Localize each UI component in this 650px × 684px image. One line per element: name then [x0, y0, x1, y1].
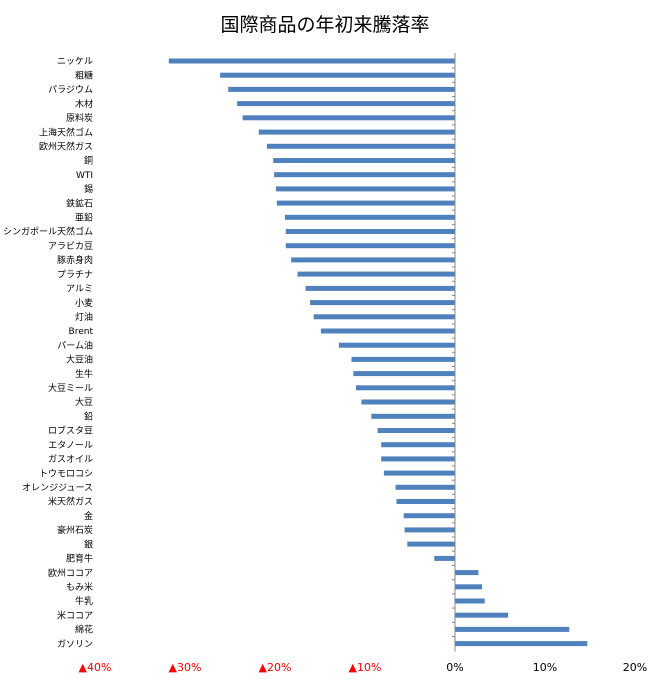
bar-1	[220, 72, 455, 78]
category-label-0: ニッケル	[57, 56, 93, 67]
category-label-38: 牛乳	[75, 595, 93, 607]
bar-11	[284, 214, 455, 220]
category-label-4: 原料炭	[66, 112, 93, 124]
category-label-17: 小麦	[75, 297, 93, 309]
bar-19	[320, 328, 455, 334]
bar-37	[455, 584, 482, 590]
category-label-36: 欧州ココア	[48, 567, 93, 579]
bar-23	[356, 385, 455, 391]
category-label-8: WTI	[76, 171, 93, 181]
bar-24	[361, 399, 455, 405]
category-label-20: パーム油	[57, 339, 93, 351]
category-label-23: 大豆ミール	[48, 382, 93, 394]
bar-9	[275, 186, 455, 192]
bar-28	[381, 456, 455, 462]
category-label-16: アルミ	[66, 285, 93, 295]
category-label-39: 米ココア	[57, 609, 93, 621]
category-label-30: オレンジジュース	[22, 483, 93, 494]
bar-36	[455, 570, 479, 576]
category-label-35: 肥育牛	[66, 553, 93, 565]
bar-27	[381, 442, 455, 448]
category-label-10: 鉄鉱石	[66, 197, 93, 209]
category-label-25: 鉛	[84, 410, 93, 422]
bar-10	[276, 200, 455, 206]
category-label-18: 灯油	[75, 311, 93, 323]
category-label-12: シンガポール天然ゴム	[3, 226, 93, 238]
category-label-40: 綿花	[75, 624, 93, 636]
x-tick-label-1: ▲30%	[169, 661, 202, 674]
bar-39	[455, 612, 509, 618]
bar-14	[291, 257, 455, 263]
bar-6	[266, 143, 455, 149]
category-label-14: 豚赤身肉	[57, 254, 93, 266]
category-label-21: 大豆油	[66, 354, 93, 366]
bar-20	[338, 342, 455, 348]
bars-group	[168, 58, 588, 647]
bar-31	[396, 499, 455, 504]
category-label-29: トウモロコシ	[39, 468, 93, 479]
bar-12	[285, 229, 455, 234]
bar-30	[395, 484, 455, 490]
category-label-28: ガスオイル	[48, 454, 93, 465]
bar-35	[434, 555, 455, 561]
category-label-19: Brent	[69, 327, 94, 337]
bar-29	[383, 470, 455, 476]
bar-4	[242, 115, 455, 121]
category-label-7: 銅	[84, 155, 93, 167]
bar-3	[237, 101, 455, 107]
bar-41	[455, 641, 588, 647]
bar-0	[168, 58, 456, 64]
x-tick-label-4: 0%	[446, 661, 463, 674]
bar-34	[407, 541, 455, 547]
bar-40	[455, 626, 570, 632]
bar-2	[228, 86, 455, 92]
category-label-15: プラチナ	[57, 269, 93, 280]
bar-21	[351, 356, 455, 362]
bar-15	[297, 271, 455, 277]
category-label-34: 銀	[84, 538, 93, 550]
bar-26	[377, 428, 455, 433]
bar-16	[305, 285, 455, 291]
category-label-1: 粗糖	[75, 69, 93, 81]
category-label-6: 欧州天然ガス	[39, 141, 93, 153]
category-label-26: ロブスタ豆	[48, 425, 93, 437]
bar-33	[404, 527, 455, 533]
bar-17	[310, 300, 455, 306]
bar-38	[455, 598, 485, 604]
x-tick-label-5: 10%	[533, 661, 557, 674]
bar-5	[258, 129, 455, 135]
bar-25	[371, 413, 455, 419]
bar-13	[285, 243, 455, 249]
category-label-3: 木材	[75, 98, 93, 110]
category-label-11: 亜鉛	[75, 212, 93, 224]
category-label-33: 豪州石炭	[57, 524, 93, 536]
category-label-32: 金	[84, 510, 93, 522]
bar-32	[403, 513, 455, 519]
bar-22	[353, 371, 455, 377]
bar-18	[313, 314, 455, 320]
category-label-9: 錫	[84, 183, 93, 195]
category-label-13: アラビカ豆	[48, 241, 93, 252]
category-label-37: もみ米	[66, 581, 93, 593]
x-tick-label-3: ▲10%	[349, 661, 382, 674]
value-axis: ▲40% ▲30% ▲20% ▲10% 0% 10% 20%	[79, 53, 647, 674]
category-label-2: パラジウム	[48, 85, 93, 96]
category-label-22: 生牛	[75, 368, 93, 380]
bar-8	[274, 172, 455, 178]
category-label-41: ガソリン	[57, 639, 93, 650]
category-label-24: 大豆	[75, 396, 93, 408]
x-tick-label-2: ▲20%	[259, 661, 292, 674]
x-tick-label-0: ▲40%	[79, 661, 112, 674]
chart-title: 国際商品の年初来騰落率	[220, 14, 429, 36]
category-label-27: エタノール	[48, 440, 93, 451]
bar-7	[273, 158, 455, 163]
category-label-31: 米天然ガス	[48, 496, 93, 508]
x-tick-label-6: 20%	[623, 661, 647, 674]
category-label-5: 上海天然ゴム	[39, 126, 93, 138]
